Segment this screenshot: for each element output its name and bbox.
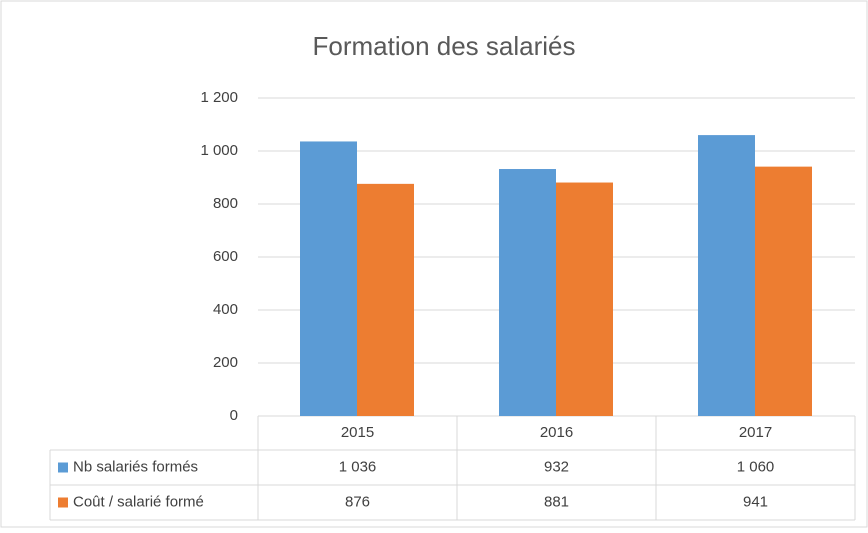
bar <box>499 169 556 416</box>
bar <box>698 135 755 416</box>
x-tick-label: 2015 <box>341 424 374 441</box>
y-tick-label: 600 <box>213 248 238 265</box>
bar <box>300 141 357 416</box>
bar <box>556 182 613 416</box>
x-tick-label: 2017 <box>739 424 772 441</box>
y-tick-label: 200 <box>213 354 238 371</box>
y-tick-label: 800 <box>213 195 238 212</box>
data-label: 932 <box>544 458 569 475</box>
legend-label: Coût / salarié formé <box>73 493 204 510</box>
data-label: 876 <box>345 493 370 510</box>
y-tick-label: 1 000 <box>200 142 238 159</box>
data-label: 881 <box>544 493 569 510</box>
bar <box>755 166 812 416</box>
bar <box>357 183 414 416</box>
legend-swatch <box>58 462 68 473</box>
y-tick-label: 1 200 <box>200 89 238 106</box>
x-tick-label: 2016 <box>540 424 573 441</box>
data-label: 1 036 <box>339 458 377 475</box>
y-tick-label: 400 <box>213 301 238 318</box>
data-label: 941 <box>743 493 768 510</box>
chart-title: Formation des salariés <box>313 31 576 61</box>
data-label: 1 060 <box>737 458 775 475</box>
legend-label: Nb salariés formés <box>73 458 198 475</box>
y-tick-label: 0 <box>230 407 238 424</box>
legend-swatch <box>58 497 68 508</box>
